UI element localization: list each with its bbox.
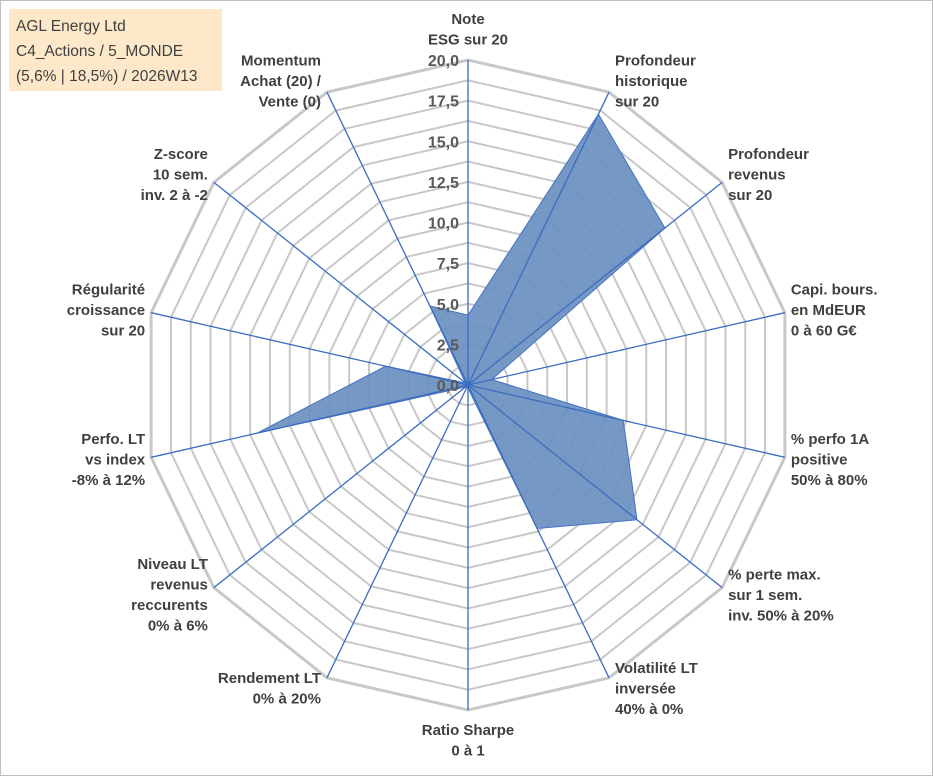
axis-label: Régularité croissance sur 20	[67, 281, 145, 339]
axis-label: Ratio Sharpe 0 à 1	[422, 722, 515, 760]
axis-spoke	[467, 312, 785, 386]
info-category: C4_Actions / 5_MONDE	[16, 43, 184, 60]
axis-label-line: sur 20	[728, 187, 772, 204]
axis-label-line: reccurents	[131, 597, 208, 614]
axis-label-line: 0% à 20%	[253, 691, 321, 708]
axis-label-line: -8% à 12%	[72, 472, 145, 489]
axis-spoke	[467, 384, 610, 679]
axis-label-line: Rendement LT	[218, 670, 321, 687]
info-title: AGL Energy Ltd	[16, 18, 126, 35]
tick-label: 20,0	[428, 53, 459, 70]
axis-spoke	[326, 384, 469, 679]
axis-label: % perte max. sur 1 sem. inv. 50% à 20%	[728, 566, 834, 624]
tick-label: 10,0	[428, 216, 459, 233]
info-box: AGL Energy Ltd C4_Actions / 5_MONDE (5,6…	[9, 9, 222, 91]
axis-label-line: Z-score	[154, 146, 208, 163]
axis-label-line: Régularité	[72, 281, 145, 298]
axis-spoke	[467, 181, 723, 386]
axis-label: Profondeur revenus sur 20	[728, 146, 809, 204]
axis-label-line: Niveau LT	[137, 556, 208, 573]
axis-label-line: ESG sur 20	[428, 32, 508, 49]
data-area	[257, 113, 666, 530]
axis-label-line: Volatilité LT	[615, 660, 698, 677]
axis-label: Capi. bours. en MdEUR 0 à 60 G€	[791, 281, 878, 339]
tick-label: 2,5	[437, 337, 459, 354]
axis-label-line: 0% à 6%	[148, 618, 208, 635]
axis-label: Z-score 10 sem. inv. 2 à -2	[141, 146, 208, 204]
axis-label-line: Profondeur	[728, 146, 809, 163]
axis-label: Volatilité LT inversée 40% à 0%	[615, 660, 698, 718]
axis-label: % perfo 1A positive 50% à 80%	[791, 431, 870, 489]
axis-spoke	[467, 384, 785, 458]
axis-label-line: sur 20	[101, 322, 145, 339]
axis-label-line: Note	[451, 11, 484, 28]
tick-label: 15,0	[428, 134, 459, 151]
axis-label-line: Vente (0)	[258, 94, 321, 111]
axis-label-line: Ratio Sharpe	[422, 722, 515, 739]
axis-spoke	[467, 384, 723, 589]
axis-spoke	[326, 91, 469, 386]
axis-spoke	[151, 384, 469, 458]
axis-label-line: sur 1 sem.	[728, 587, 802, 604]
axis-label-line: inversée	[615, 680, 676, 697]
axis-label-line: 10 sem.	[153, 167, 208, 184]
tick-label: 12,5	[428, 175, 459, 192]
axis-label-line: croissance	[67, 302, 145, 319]
axis-label-line: en MdEUR	[791, 302, 866, 319]
axis-label-line: positive	[791, 452, 848, 469]
axis-label-line: inv. 2 à -2	[141, 187, 208, 204]
axis-label-line: 0 à 60 G€	[791, 322, 858, 339]
axis-label-line: revenus	[728, 167, 786, 184]
axis-label-line: 0 à 1	[451, 743, 484, 760]
axis-label-line: Capi. bours.	[791, 281, 878, 298]
axis-label-line: Momentum	[241, 53, 321, 70]
info-params: (5,6% | 18,5%) / 2026W13	[16, 68, 198, 85]
axis-label-line: inv. 50% à 20%	[728, 607, 834, 624]
axis-spoke	[467, 91, 610, 386]
axis-label: Perfo. LT vs index -8% à 12%	[72, 431, 146, 489]
axis-label-line: revenus	[150, 577, 208, 594]
axis-label-line: Profondeur	[615, 53, 696, 70]
axis-label-line: 50% à 80%	[791, 472, 868, 489]
axis-label-line: vs index	[85, 452, 146, 469]
axis-label-line: % perfo 1A	[791, 431, 870, 448]
axis-spoke	[213, 384, 469, 589]
tick-label: 0,0	[437, 378, 459, 395]
axis-label: Rendement LT 0% à 20%	[218, 670, 321, 708]
axis-label: Note ESG sur 20	[428, 11, 508, 49]
axis-label-line: sur 20	[615, 94, 659, 111]
axis-label-line: historique	[615, 73, 688, 90]
axis-label-line: % perte max.	[728, 566, 821, 583]
tick-label: 17,5	[428, 94, 459, 111]
axis-label: Momentum Achat (20) / Vente (0)	[240, 53, 322, 111]
axis-label-line: 40% à 0%	[615, 701, 683, 718]
tick-label: 7,5	[437, 256, 459, 273]
axis-spoke	[151, 312, 469, 386]
tick-label: 5,0	[437, 297, 459, 314]
axis-label-line: Perfo. LT	[81, 431, 145, 448]
axis-label: Profondeur historique sur 20	[615, 53, 696, 111]
axis-label-line: Achat (20) /	[240, 73, 322, 90]
axis-label: Niveau LT revenus reccurents 0% à 6%	[131, 556, 208, 635]
axis-spoke	[213, 181, 469, 386]
